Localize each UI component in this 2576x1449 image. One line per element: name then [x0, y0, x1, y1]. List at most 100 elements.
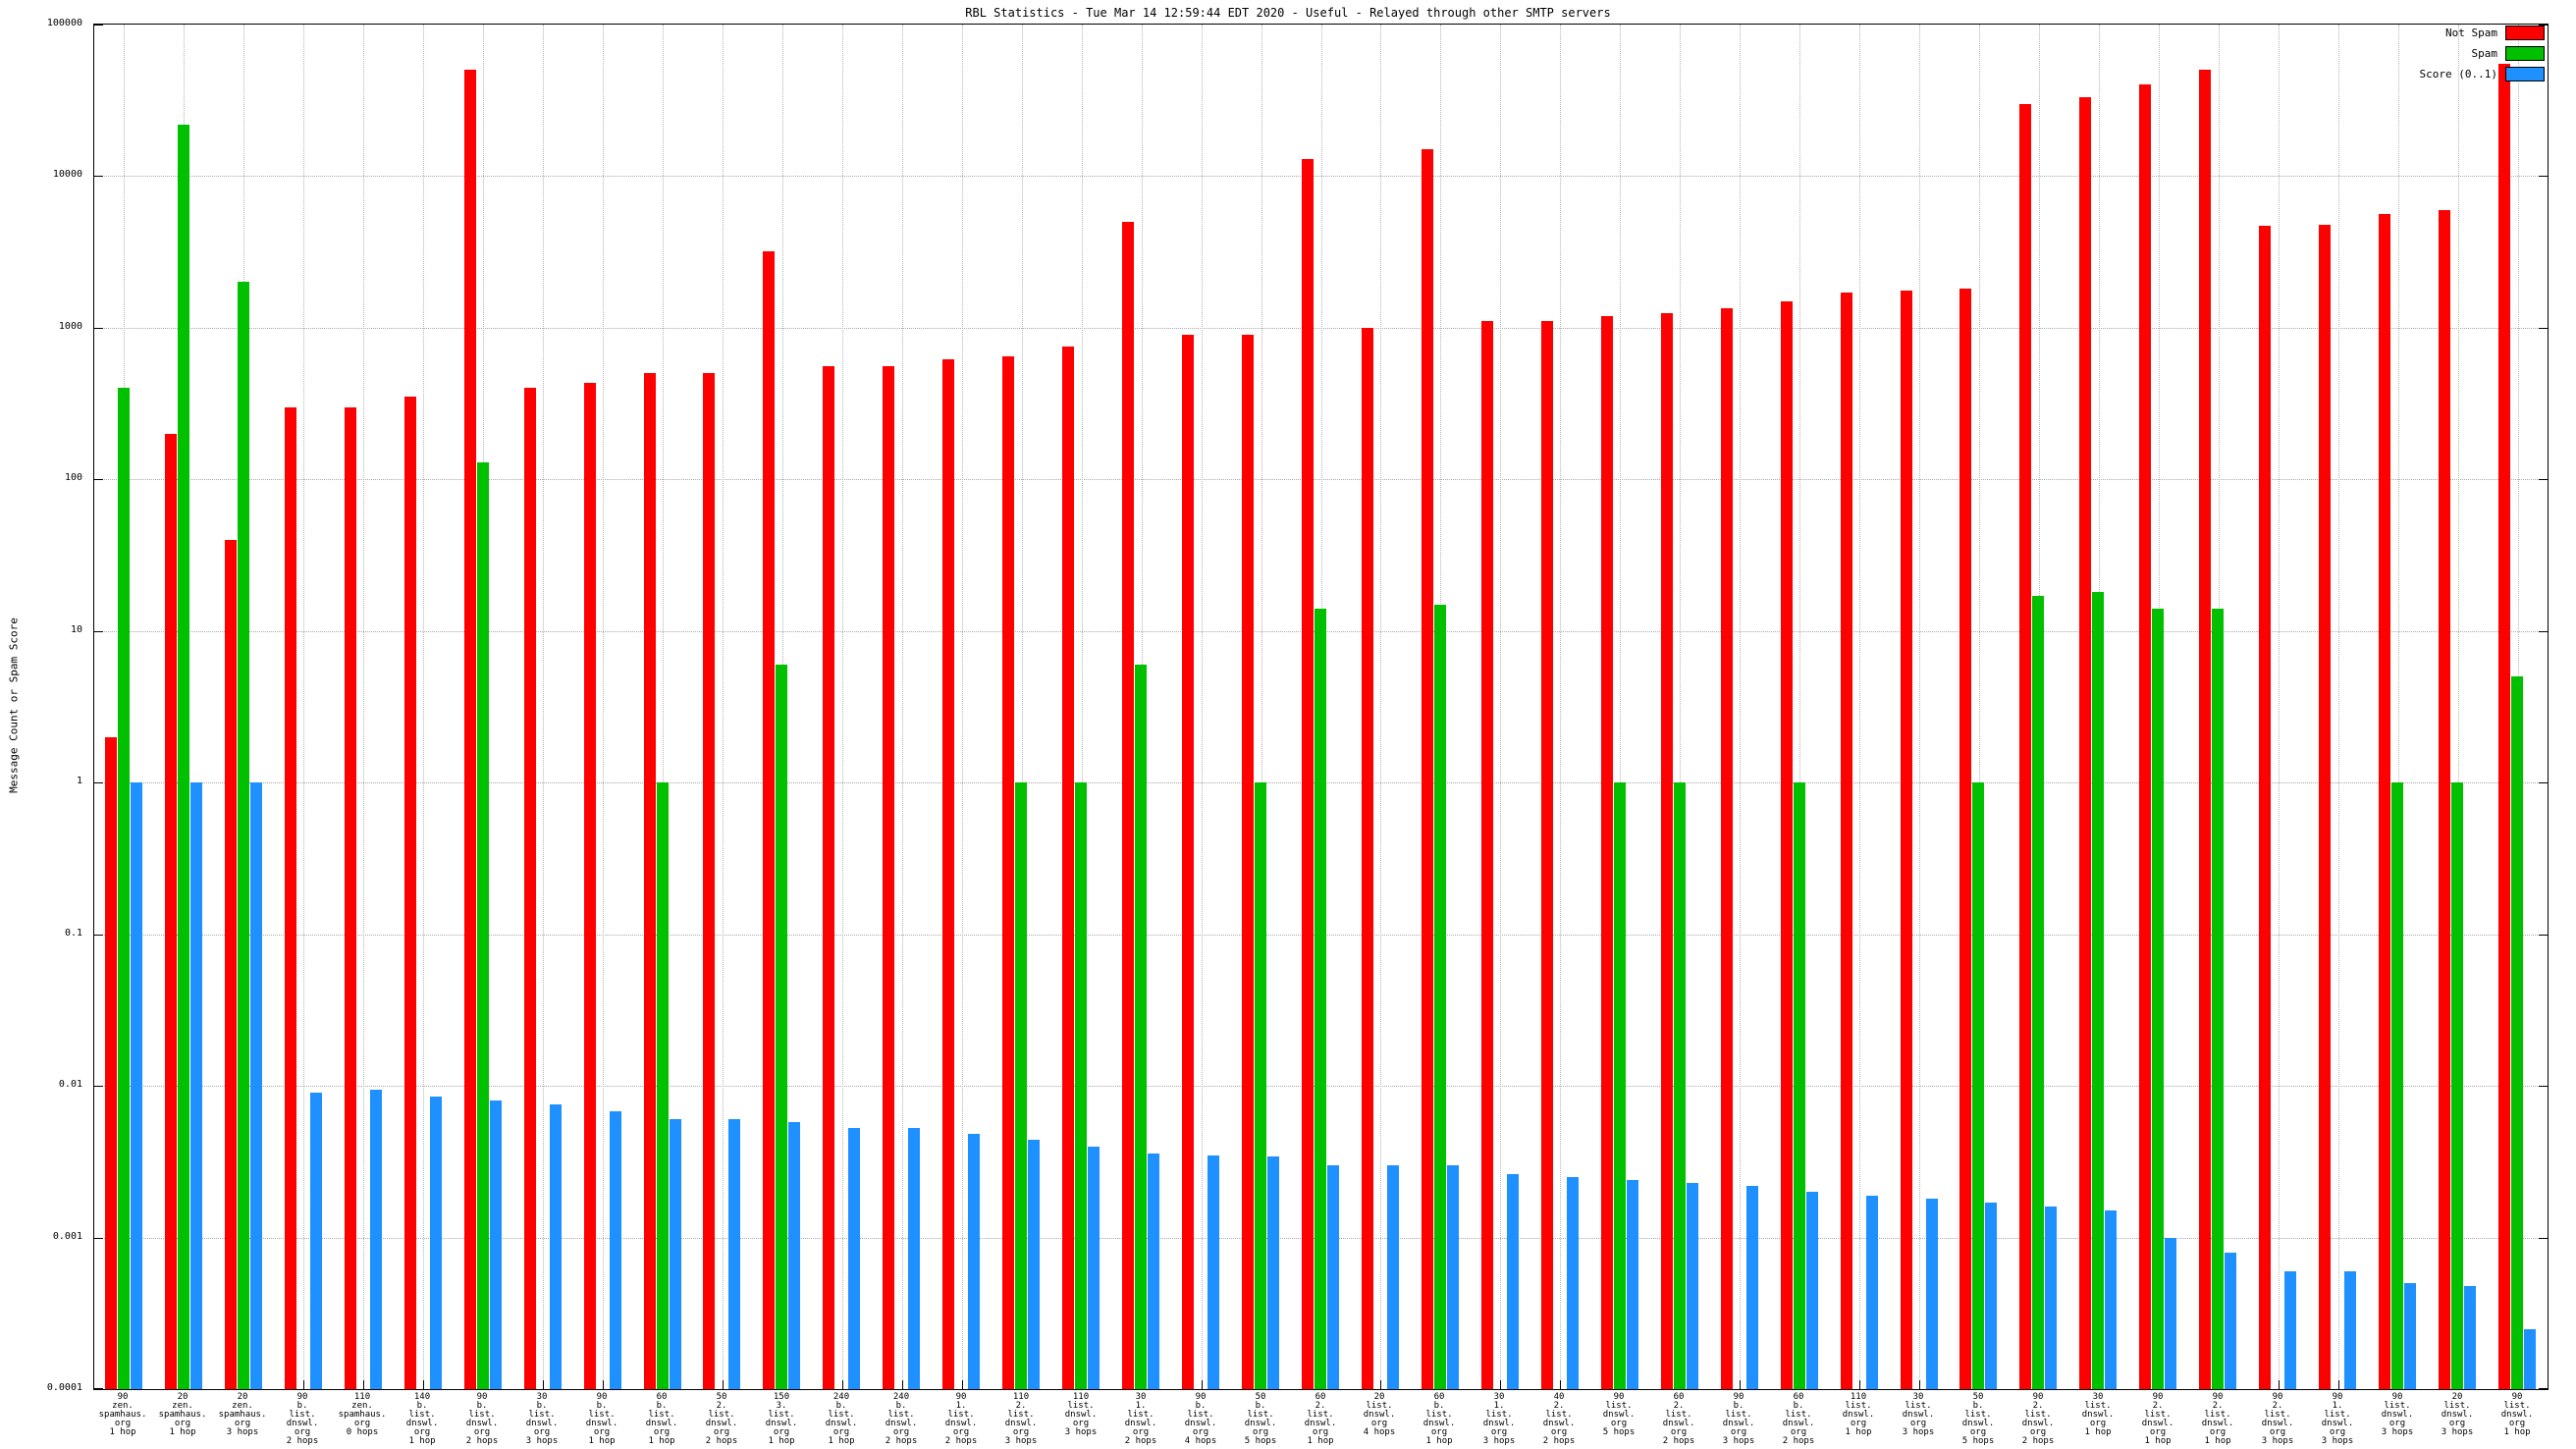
- bar-not-spam: [1481, 321, 1493, 1389]
- x-tick-mark: [1560, 1380, 1561, 1389]
- x-grid-line: [1560, 25, 1561, 1389]
- bar-score-0-1: [610, 1111, 621, 1389]
- bar-score-0-1: [1866, 1196, 1878, 1389]
- x-grid-line: [663, 25, 664, 1389]
- x-grid-line: [603, 25, 604, 1389]
- x-tick-mark: [603, 1380, 604, 1389]
- y-grid-line: [94, 479, 2548, 480]
- x-tick-label: 30 list. dnswl. org 1 hop: [2081, 1392, 2115, 1437]
- x-tick-label: 90 2. list. dnswl. org 2 hops: [2021, 1392, 2055, 1446]
- x-tick-mark: [842, 1380, 843, 1389]
- x-grid-line: [363, 25, 364, 1389]
- bar-score-0-1: [550, 1104, 562, 1389]
- x-grid-line: [1500, 25, 1501, 1389]
- x-tick-mark: [1740, 1380, 1741, 1389]
- y-tick-mark: [2539, 176, 2548, 177]
- legend-label-not-spam: Not Spam: [2445, 26, 2497, 39]
- y-tick-mark: [2539, 328, 2548, 329]
- y-tick-mark: [2539, 782, 2548, 783]
- y-tick-mark: [94, 631, 103, 632]
- y-tick-mark: [2539, 1238, 2548, 1239]
- y-tick-mark: [94, 176, 103, 177]
- x-tick-label: 20 zen. spamhaus. org 1 hop: [158, 1392, 207, 1437]
- x-tick-label: 90 1. list. dnswl. org 3 hops: [2321, 1392, 2354, 1446]
- x-grid-line: [1022, 25, 1023, 1389]
- legend-swatch-spam: [2505, 45, 2545, 61]
- bar-score-0-1: [2524, 1329, 2536, 1389]
- plot-area: [93, 24, 2549, 1390]
- x-tick-label: 240 b. list. dnswl. org 1 hop: [825, 1392, 858, 1446]
- bar-not-spam: [2079, 97, 2091, 1389]
- x-tick-label: 30 1. list. dnswl. org 2 hops: [1124, 1392, 1157, 1446]
- bar-spam: [1075, 782, 1087, 1389]
- x-tick-mark: [962, 1380, 963, 1389]
- x-tick-label: 90 b. list. dnswl. org 3 hops: [1722, 1392, 1755, 1446]
- bar-not-spam: [1541, 321, 1553, 1389]
- x-tick-mark: [1500, 1380, 1501, 1389]
- bar-not-spam: [2439, 210, 2450, 1389]
- x-axis-tick-labels: 90 zen. spamhaus. org 1 hop 20 zen. spamh…: [93, 1393, 2547, 1448]
- y-tick-mark: [2539, 1086, 2548, 1087]
- bar-not-spam: [1002, 356, 1014, 1389]
- bar-score-0-1: [131, 782, 142, 1389]
- bar-score-0-1: [2464, 1286, 2476, 1389]
- bar-score-0-1: [908, 1128, 920, 1389]
- x-tick-label: 150 3. list. dnswl. org 1 hop: [765, 1392, 798, 1446]
- bar-not-spam: [345, 407, 356, 1389]
- bar-not-spam: [1721, 308, 1733, 1389]
- bar-not-spam: [1242, 335, 1254, 1389]
- legend: Not Spam Spam Score (0..1): [2420, 25, 2545, 87]
- x-tick-label: 90 2. list. dnswl. org 1 hop: [2141, 1392, 2174, 1446]
- bar-not-spam: [1781, 301, 1793, 1389]
- y-tick-label: 0.001: [52, 1231, 82, 1242]
- y-tick-mark: [94, 479, 103, 480]
- bar-not-spam: [105, 737, 117, 1389]
- legend-swatch-not-spam: [2505, 25, 2545, 40]
- bar-score-0-1: [1028, 1140, 1040, 1389]
- x-grid-line: [902, 25, 903, 1389]
- x-grid-line: [1082, 25, 1083, 1389]
- bar-not-spam: [2259, 226, 2271, 1389]
- x-grid-line: [1919, 25, 1920, 1389]
- x-grid-line: [2398, 25, 2399, 1389]
- bar-score-0-1: [1627, 1180, 1638, 1389]
- x-tick-label: 50 b. list. dnswl. org 5 hops: [1961, 1392, 1995, 1446]
- y-tick-label: 0.1: [64, 928, 82, 939]
- bar-not-spam: [1601, 316, 1613, 1389]
- y-tick-mark: [94, 1238, 103, 1239]
- bar-spam: [2212, 609, 2224, 1389]
- y-tick-mark: [2539, 479, 2548, 480]
- y-tick-mark: [94, 935, 103, 936]
- bar-score-0-1: [1447, 1165, 1459, 1389]
- bar-score-0-1: [1926, 1199, 1938, 1389]
- x-grid-line: [2458, 25, 2459, 1389]
- y-tick-label: 0.0001: [46, 1382, 82, 1393]
- x-tick-mark: [1919, 1380, 1920, 1389]
- x-tick-mark: [2279, 1380, 2280, 1389]
- bar-spam: [238, 282, 249, 1389]
- y-tick-mark: [94, 25, 103, 26]
- y-tick-label: 1000: [58, 321, 82, 332]
- bar-score-0-1: [1507, 1174, 1519, 1389]
- bar-score-0-1: [728, 1119, 740, 1389]
- bar-not-spam: [763, 251, 775, 1389]
- bar-not-spam: [1362, 328, 1373, 1389]
- y-tick-label: 10: [70, 624, 82, 635]
- x-tick-mark: [723, 1380, 724, 1389]
- x-tick-mark: [363, 1380, 364, 1389]
- bar-spam: [2152, 609, 2164, 1389]
- bar-not-spam: [225, 540, 237, 1389]
- bar-score-0-1: [1148, 1154, 1159, 1389]
- bar-spam: [477, 462, 489, 1389]
- bar-score-0-1: [2344, 1271, 2356, 1389]
- bar-score-0-1: [1327, 1165, 1339, 1389]
- bar-score-0-1: [848, 1128, 860, 1389]
- bar-not-spam: [1062, 347, 1074, 1389]
- bar-spam: [2511, 676, 2523, 1389]
- bar-not-spam: [1959, 289, 1971, 1389]
- y-tick-mark: [2539, 631, 2548, 632]
- bar-not-spam: [524, 388, 536, 1389]
- x-grid-line: [962, 25, 963, 1389]
- bar-spam: [657, 782, 669, 1389]
- x-grid-line: [1620, 25, 1621, 1389]
